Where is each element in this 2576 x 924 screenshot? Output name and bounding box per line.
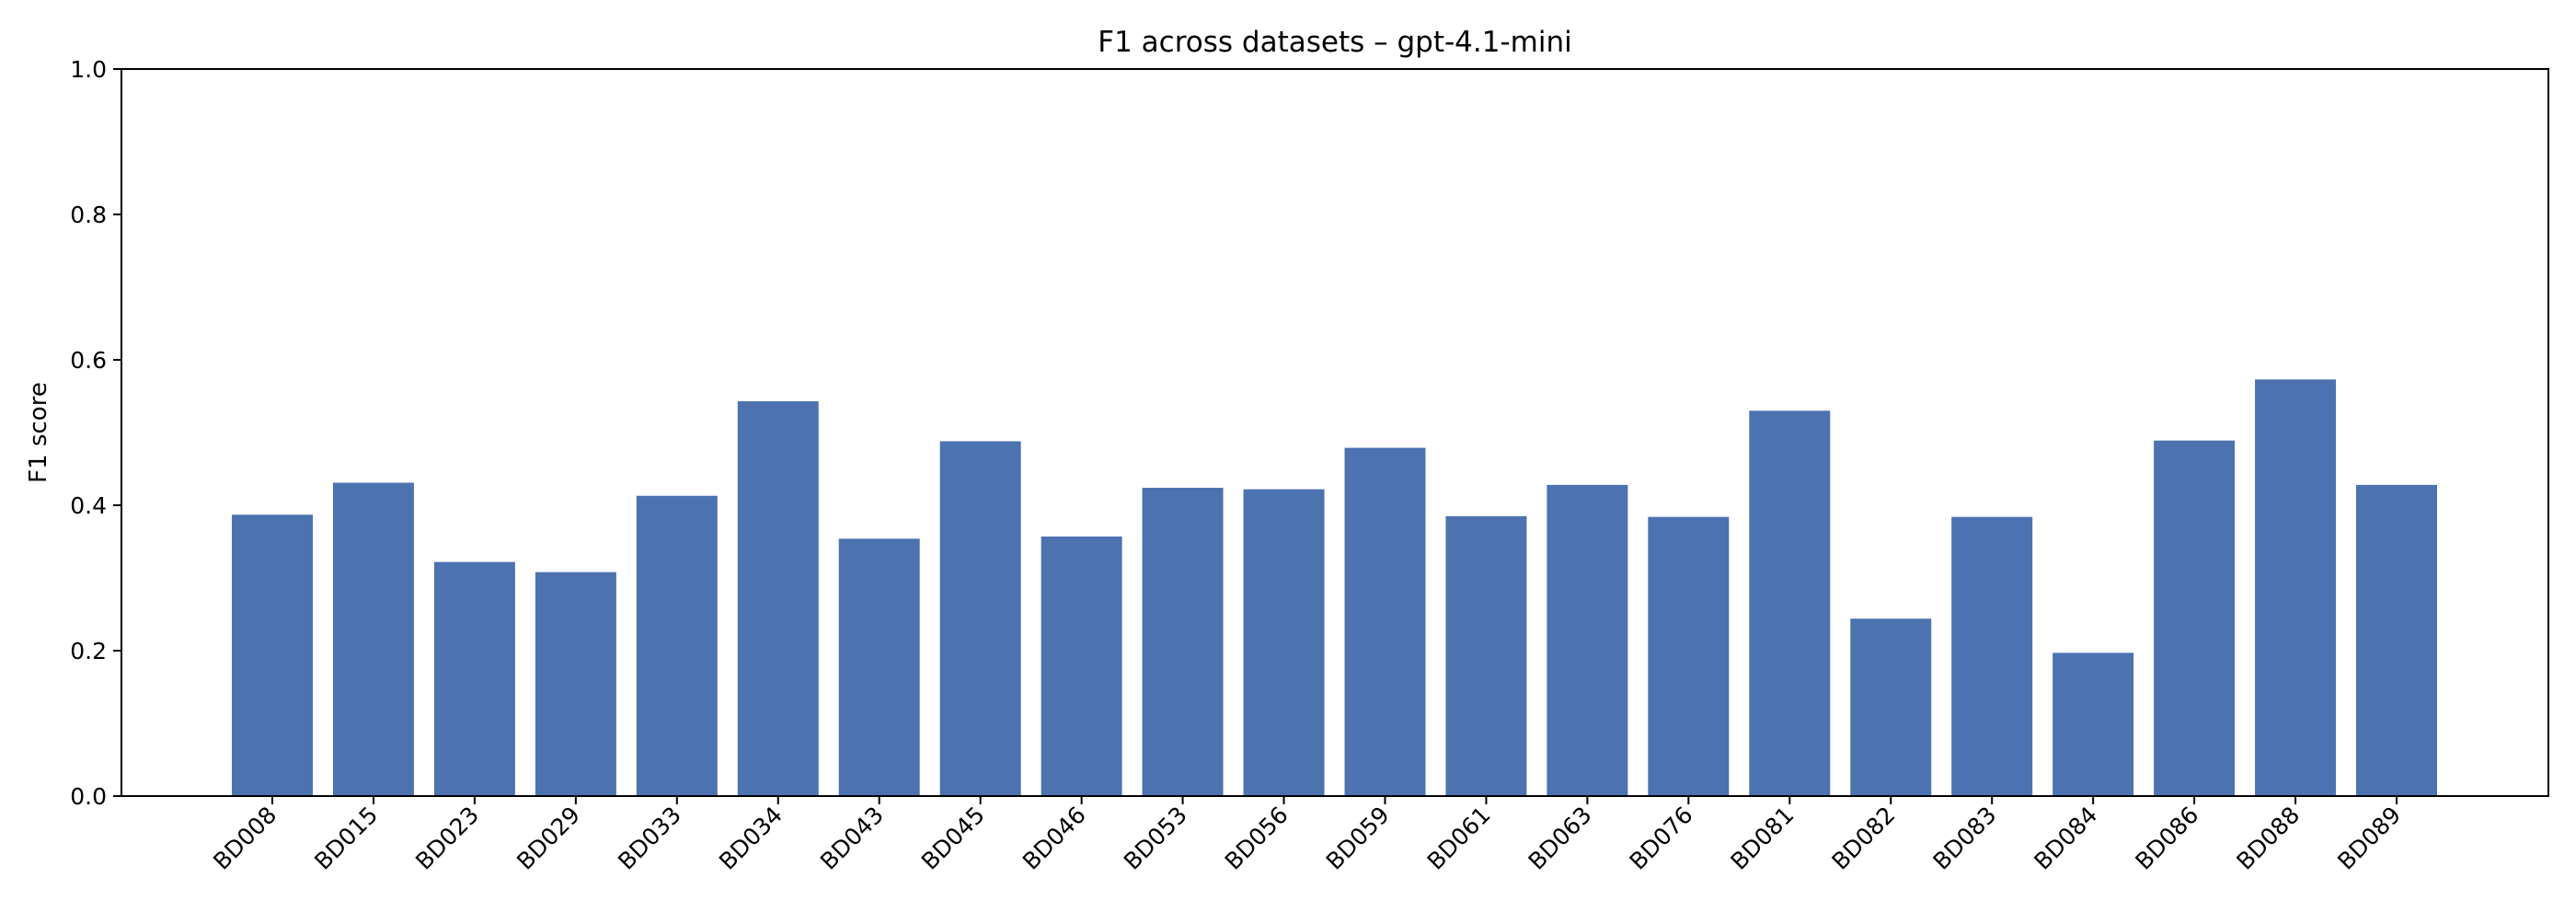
bar-bd053 (1142, 488, 1224, 796)
x-tick-label: BD059 (1321, 802, 1395, 875)
bar-bd043 (838, 538, 920, 796)
bar-bd063 (1547, 484, 1628, 796)
y-tick-label: 0.8 (70, 202, 107, 228)
x-tick-label: BD023 (410, 802, 484, 875)
x-tick-label: BD046 (1018, 802, 1091, 875)
x-tick-label: BD076 (1625, 802, 1698, 875)
y-tick-label: 0.2 (70, 638, 107, 664)
bar-bd023 (433, 561, 515, 796)
bar-bd029 (535, 572, 616, 796)
bar-bd088 (2255, 379, 2337, 796)
bar-bd008 (232, 514, 313, 796)
bar-bd015 (332, 482, 414, 796)
x-tick-label: BD053 (1119, 802, 1192, 875)
y-tick-label: 0.0 (70, 783, 107, 810)
x-tick-label: BD083 (1927, 802, 2001, 875)
bar-bd059 (1344, 447, 1426, 796)
x-tick-label: BD063 (1524, 802, 1597, 875)
y-axis-ticks: 0.0 0.2 0.4 0.6 0.8 1.0 (70, 56, 121, 810)
x-tick-label: BD029 (512, 802, 585, 875)
x-tick-label: BD084 (2029, 802, 2102, 875)
bar-bd046 (1041, 536, 1122, 796)
plot-area-frame (121, 68, 2549, 797)
y-tick-label: 0.4 (70, 492, 107, 519)
x-tick-label: BD082 (1826, 802, 1900, 875)
x-tick-label: BD045 (916, 802, 990, 875)
bar-bd033 (636, 495, 718, 796)
bar-bd081 (1749, 410, 1831, 796)
x-tick-label: BD089 (2332, 802, 2406, 875)
x-tick-label: BD033 (613, 802, 686, 875)
x-tick-label: BD043 (815, 802, 889, 875)
y-tick-label: 0.6 (70, 347, 107, 374)
bar-bd083 (1951, 516, 2033, 796)
x-tick-label: BD056 (1220, 802, 1294, 875)
x-tick-label: BD088 (2231, 802, 2305, 875)
chart-title: F1 across datasets – gpt-4.1-mini (1098, 26, 1571, 59)
bar-bd086 (2154, 440, 2236, 796)
y-axis-label: F1 score (25, 382, 52, 483)
bar-bd082 (1850, 618, 1932, 796)
y-tick-label: 1.0 (70, 56, 107, 83)
bar-bd061 (1445, 515, 1527, 796)
bar-bd089 (2356, 484, 2437, 796)
bars (232, 379, 2437, 796)
x-tick-label: BD061 (1422, 802, 1496, 875)
bar-bd045 (939, 441, 1021, 796)
x-axis-ticks: BD008 BD015 BD023 BD029 BD033 BD034 BD043 BD045… (208, 796, 2406, 875)
bar-bd076 (1648, 516, 1730, 796)
x-tick-label: BD015 (309, 802, 383, 875)
x-tick-label: BD034 (714, 802, 788, 875)
bar-bd084 (2053, 653, 2134, 796)
x-tick-label: BD081 (1726, 802, 1800, 875)
x-tick-label: BD008 (208, 802, 282, 875)
x-tick-label: BD086 (2130, 802, 2203, 875)
bar-bd034 (737, 401, 819, 796)
bar-bd056 (1243, 489, 1325, 796)
